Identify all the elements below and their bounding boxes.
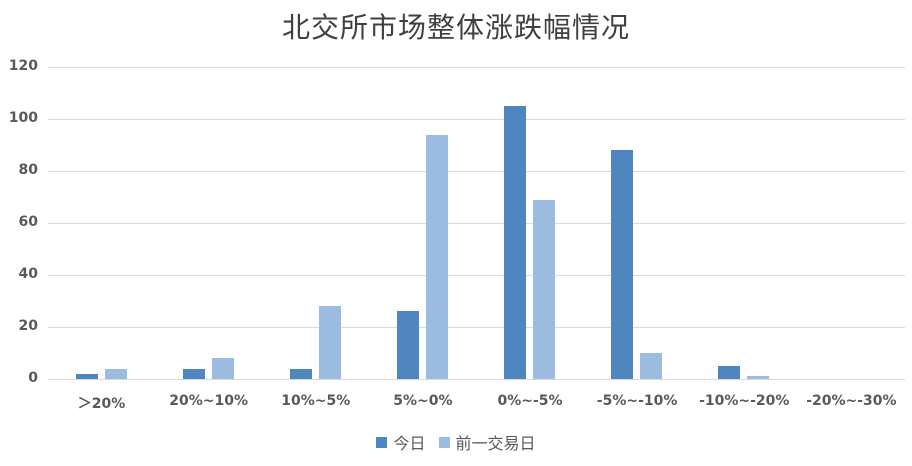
x-tick-label: -10%~-20% (699, 393, 790, 409)
bar-today (611, 150, 634, 379)
bar-previous-day (640, 353, 663, 379)
bar-today (182, 368, 205, 379)
legend-label-today: 今日 (393, 434, 426, 453)
legend-label-previous-day: 前一交易日 (455, 434, 536, 453)
bar-today (396, 311, 419, 379)
legend-item-previous-day: 前一交易日 (438, 430, 536, 454)
legend-swatch-previous-day (438, 436, 450, 448)
bar-today (504, 106, 527, 379)
y-tick-label: 80 (18, 162, 38, 178)
y-tick-label: 40 (18, 266, 38, 282)
bar-today (75, 373, 98, 379)
bar-previous-day (211, 358, 234, 379)
x-tick-label: 5%~0% (393, 393, 453, 409)
gridline (48, 223, 905, 224)
gridline (48, 327, 905, 328)
bar-previous-day (318, 306, 341, 379)
gridline (48, 171, 905, 172)
chart-title: 北交所市场整体涨跌幅情况 (281, 11, 630, 44)
x-tick-label: ＞20% (77, 396, 126, 412)
gridline (48, 379, 905, 380)
bar-previous-day (425, 134, 448, 379)
y-tick-label: 0 (28, 370, 38, 386)
x-tick-label: -20%~-30% (806, 393, 897, 409)
y-tick-label: 120 (8, 58, 38, 74)
bar-today (289, 368, 312, 379)
legend-item-today: 今日 (376, 430, 425, 454)
x-tick-label: -5%~-10% (596, 393, 678, 409)
gridline (48, 275, 905, 276)
gridline (48, 67, 905, 68)
bar-previous-day (747, 376, 770, 379)
x-tick-label: 20%~10% (169, 393, 248, 409)
legend-swatch-today (376, 436, 388, 448)
y-tick-label: 100 (8, 110, 38, 126)
x-tick-label: 0%~-5% (497, 393, 563, 409)
bar-today (718, 366, 741, 379)
plot-area (48, 67, 905, 380)
y-tick-label: 60 (18, 214, 38, 230)
bar-previous-day (533, 199, 556, 379)
bar-previous-day (104, 368, 127, 379)
x-tick-label: 10%~5% (281, 393, 351, 409)
legend: 今日 前一交易日 (0, 430, 912, 454)
y-tick-label: 20 (18, 318, 38, 334)
gridline (48, 119, 905, 120)
